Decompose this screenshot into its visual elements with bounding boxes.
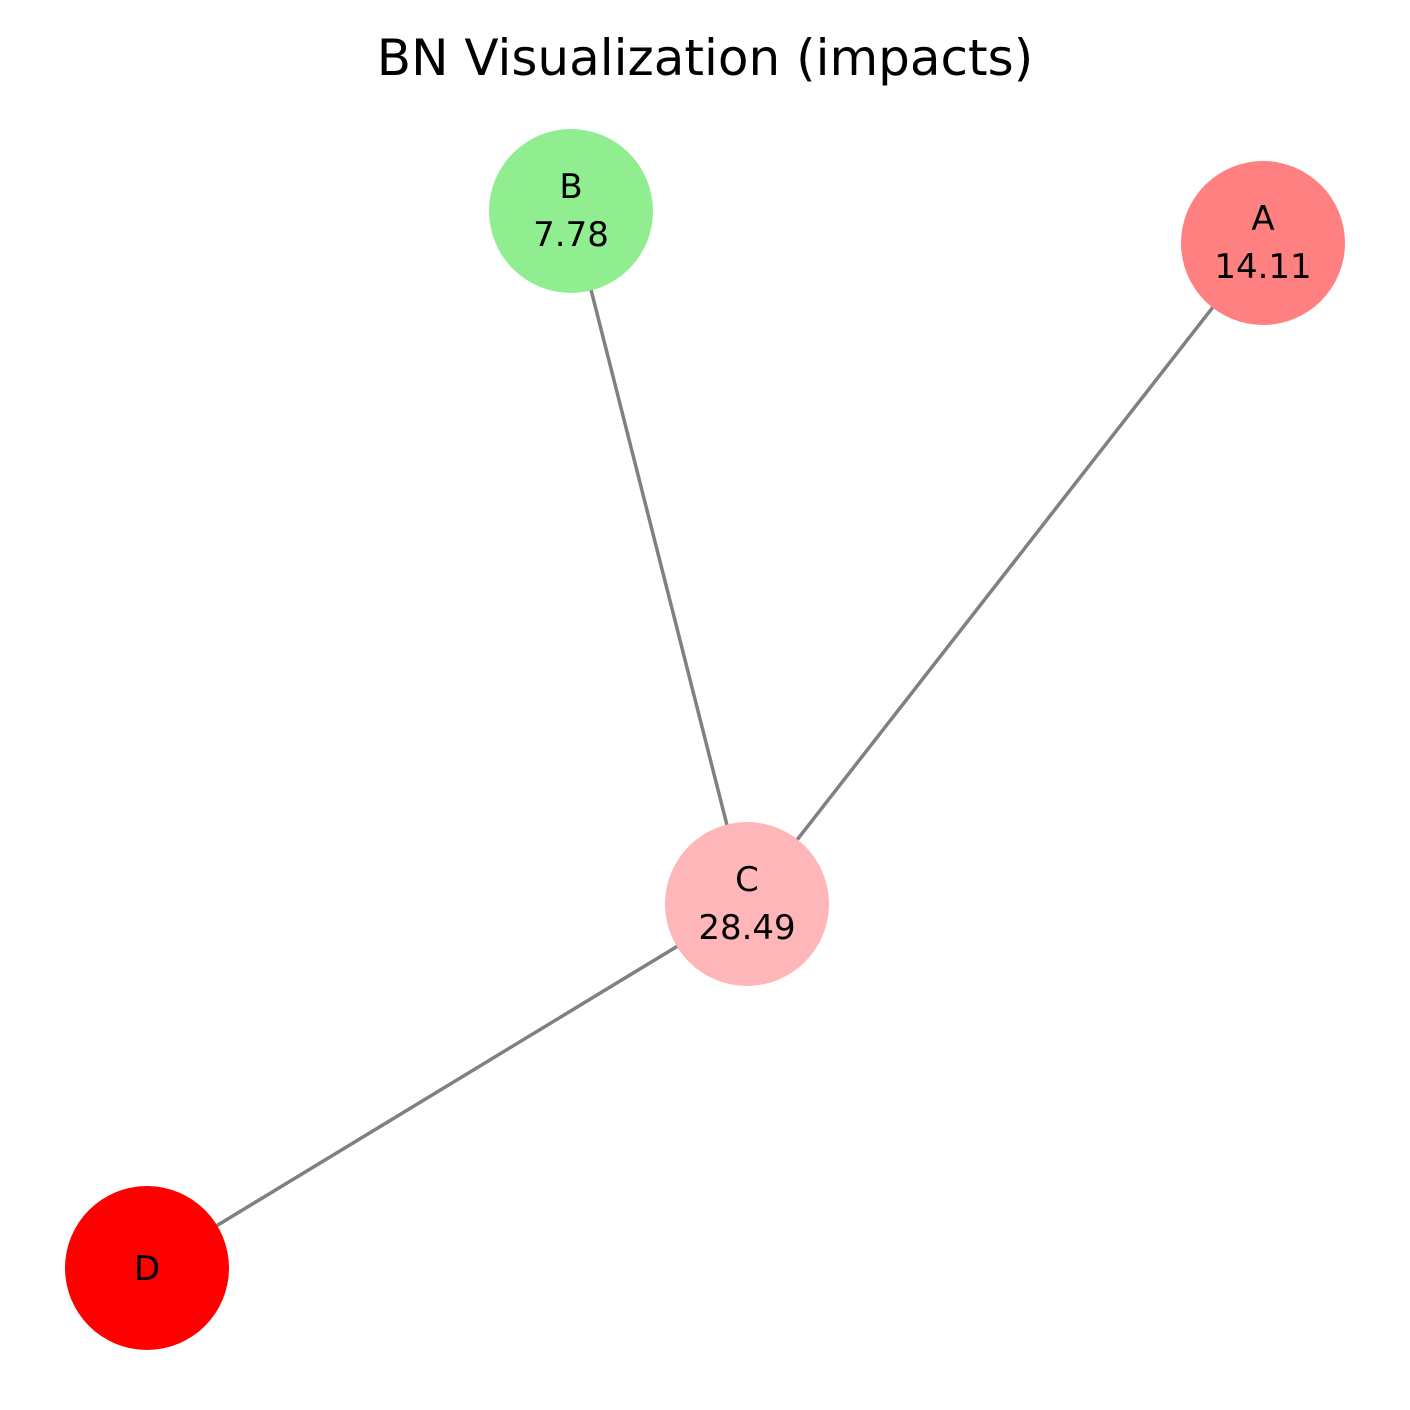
edges-group bbox=[146, 210, 1265, 1270]
node-a-name: A bbox=[1251, 199, 1274, 239]
node-a[interactable]: A 14.11 bbox=[1181, 161, 1345, 325]
node-c-name: C bbox=[735, 860, 759, 900]
node-a-circle bbox=[1181, 161, 1345, 325]
edge-a-c bbox=[745, 241, 1265, 906]
node-b[interactable]: B 7.78 bbox=[489, 129, 653, 293]
node-d[interactable]: D bbox=[65, 1186, 229, 1350]
node-c-value: 28.49 bbox=[698, 908, 795, 948]
node-b-name: B bbox=[559, 167, 582, 207]
node-d-name: D bbox=[134, 1249, 160, 1289]
diagram-title: BN Visualization (impacts) bbox=[377, 29, 1033, 87]
node-d-circle bbox=[65, 1186, 229, 1350]
node-a-value: 14.11 bbox=[1214, 247, 1311, 287]
node-b-circle bbox=[489, 129, 653, 293]
nodes-group: B 7.78 A 14.11 C 28.49 D bbox=[65, 129, 1345, 1350]
node-c[interactable]: C 28.49 bbox=[665, 822, 829, 986]
node-b-value: 7.78 bbox=[533, 215, 609, 255]
edge-c-d bbox=[146, 902, 748, 1270]
edge-b-c bbox=[569, 210, 749, 905]
node-c-circle bbox=[665, 822, 829, 986]
